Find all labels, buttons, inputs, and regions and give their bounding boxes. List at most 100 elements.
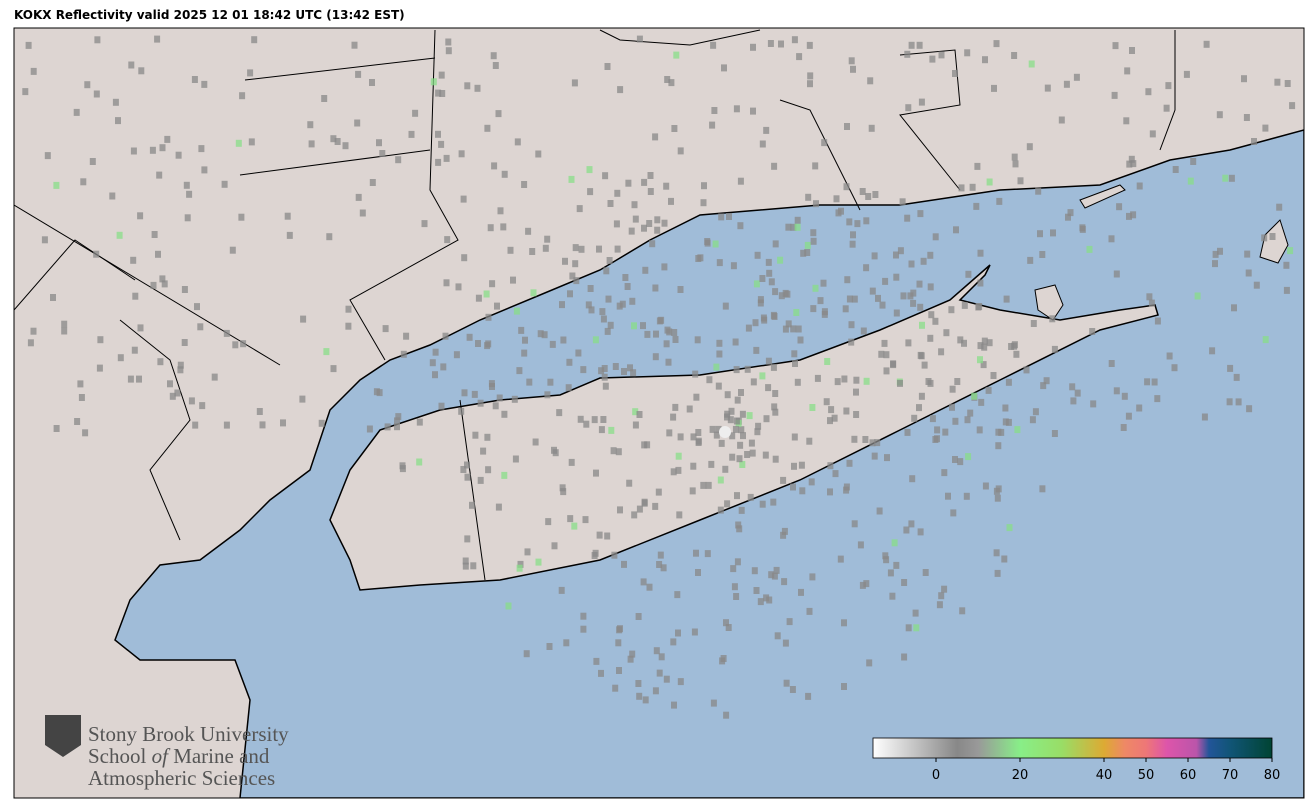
radar-echo [913,624,920,632]
radar-echo [1002,404,1009,412]
radar-echo [767,40,774,47]
radar-echo [889,592,896,600]
radar-echo [730,565,737,573]
radar-echo [832,470,839,478]
radar-echo [522,336,528,344]
radar-echo [677,147,684,155]
radar-echo [453,351,460,359]
radar-echo [874,439,881,447]
radar-echo [484,433,491,441]
radar-echo [598,426,605,434]
radar-echo [1121,392,1128,400]
radar-echo [475,294,482,302]
radar-echo [908,260,915,268]
radar-echo [636,35,643,43]
radar-echo [61,327,68,335]
radar-echo [941,469,948,477]
radar-echo [641,178,648,186]
radar-echo [1217,247,1223,255]
radar-echo [109,192,116,200]
radar-echo [778,40,784,48]
radar-echo [810,305,817,313]
radar-echo [733,105,740,113]
radar-echo [307,121,314,129]
radar-echo [821,310,828,318]
radar-echo [22,88,29,96]
radar-echo [964,49,971,57]
radar-echo [768,571,775,579]
radar-echo [223,421,230,429]
radar-echo [1172,166,1179,173]
radar-echo [517,560,524,568]
radar-echo [846,295,853,303]
radar-echo [846,459,853,467]
radar-echo [460,466,467,473]
radar-echo [772,455,779,463]
radar-echo [782,289,789,297]
radar-echo [501,410,508,418]
radar-echo [993,549,1000,557]
radar-echo [286,231,293,239]
radar-echo [652,284,659,292]
radar-echo [724,413,730,421]
radar-echo [891,539,898,547]
radar-echo [416,418,423,426]
radar-echo [871,452,878,460]
radar-echo [932,317,939,325]
radar-echo [821,139,828,147]
radar-echo [541,331,548,339]
radar-echo [749,449,756,457]
radar-echo [866,659,873,667]
radar-echo [576,205,583,213]
radar-echo [949,385,956,393]
radar-echo [1283,286,1290,294]
radar-echo [1039,485,1046,493]
radar-echo [744,365,751,373]
radar-echo [568,175,575,183]
radar-echo [116,231,123,239]
radar-echo [240,340,247,348]
radar-echo [326,233,333,241]
radar-echo [844,123,850,130]
radar-echo [571,522,578,530]
radar-echo [573,277,580,285]
radar-echo [485,313,492,321]
radar-echo [94,36,101,44]
radar-echo [916,41,923,49]
radar-echo [793,309,800,316]
radar-echo [93,250,100,258]
radar-echo [435,89,442,97]
radar-echo [177,366,184,374]
radar-echo [1011,342,1018,350]
radar-echo [89,158,96,165]
radar-echo [941,585,948,593]
radar-echo [585,301,592,309]
radar-echo [131,346,138,354]
radar-echo [853,376,860,384]
radar-echo [910,299,917,307]
radar-echo [1148,299,1155,307]
radar-echo [780,531,787,539]
radar-echo [717,506,724,514]
radar-echo [1035,187,1042,195]
radar-echo [1287,247,1294,255]
radar-echo [577,415,584,423]
radar-echo [199,402,206,410]
radar-echo [395,156,402,164]
radar-echo [704,239,711,247]
radar-echo [959,607,966,615]
radar-echo [1074,389,1081,397]
radar-echo [666,429,673,437]
radar-echo [157,358,164,366]
radar-echo [485,466,492,474]
radar-echo [994,569,1001,577]
radar-echo [299,395,306,403]
radar-echo [1136,404,1143,412]
radar-echo [1012,160,1019,168]
radar-echo [130,256,137,264]
radar-echo [670,638,677,646]
radar-echo [127,375,134,383]
radar-echo [908,520,915,528]
radar-echo [729,453,736,461]
